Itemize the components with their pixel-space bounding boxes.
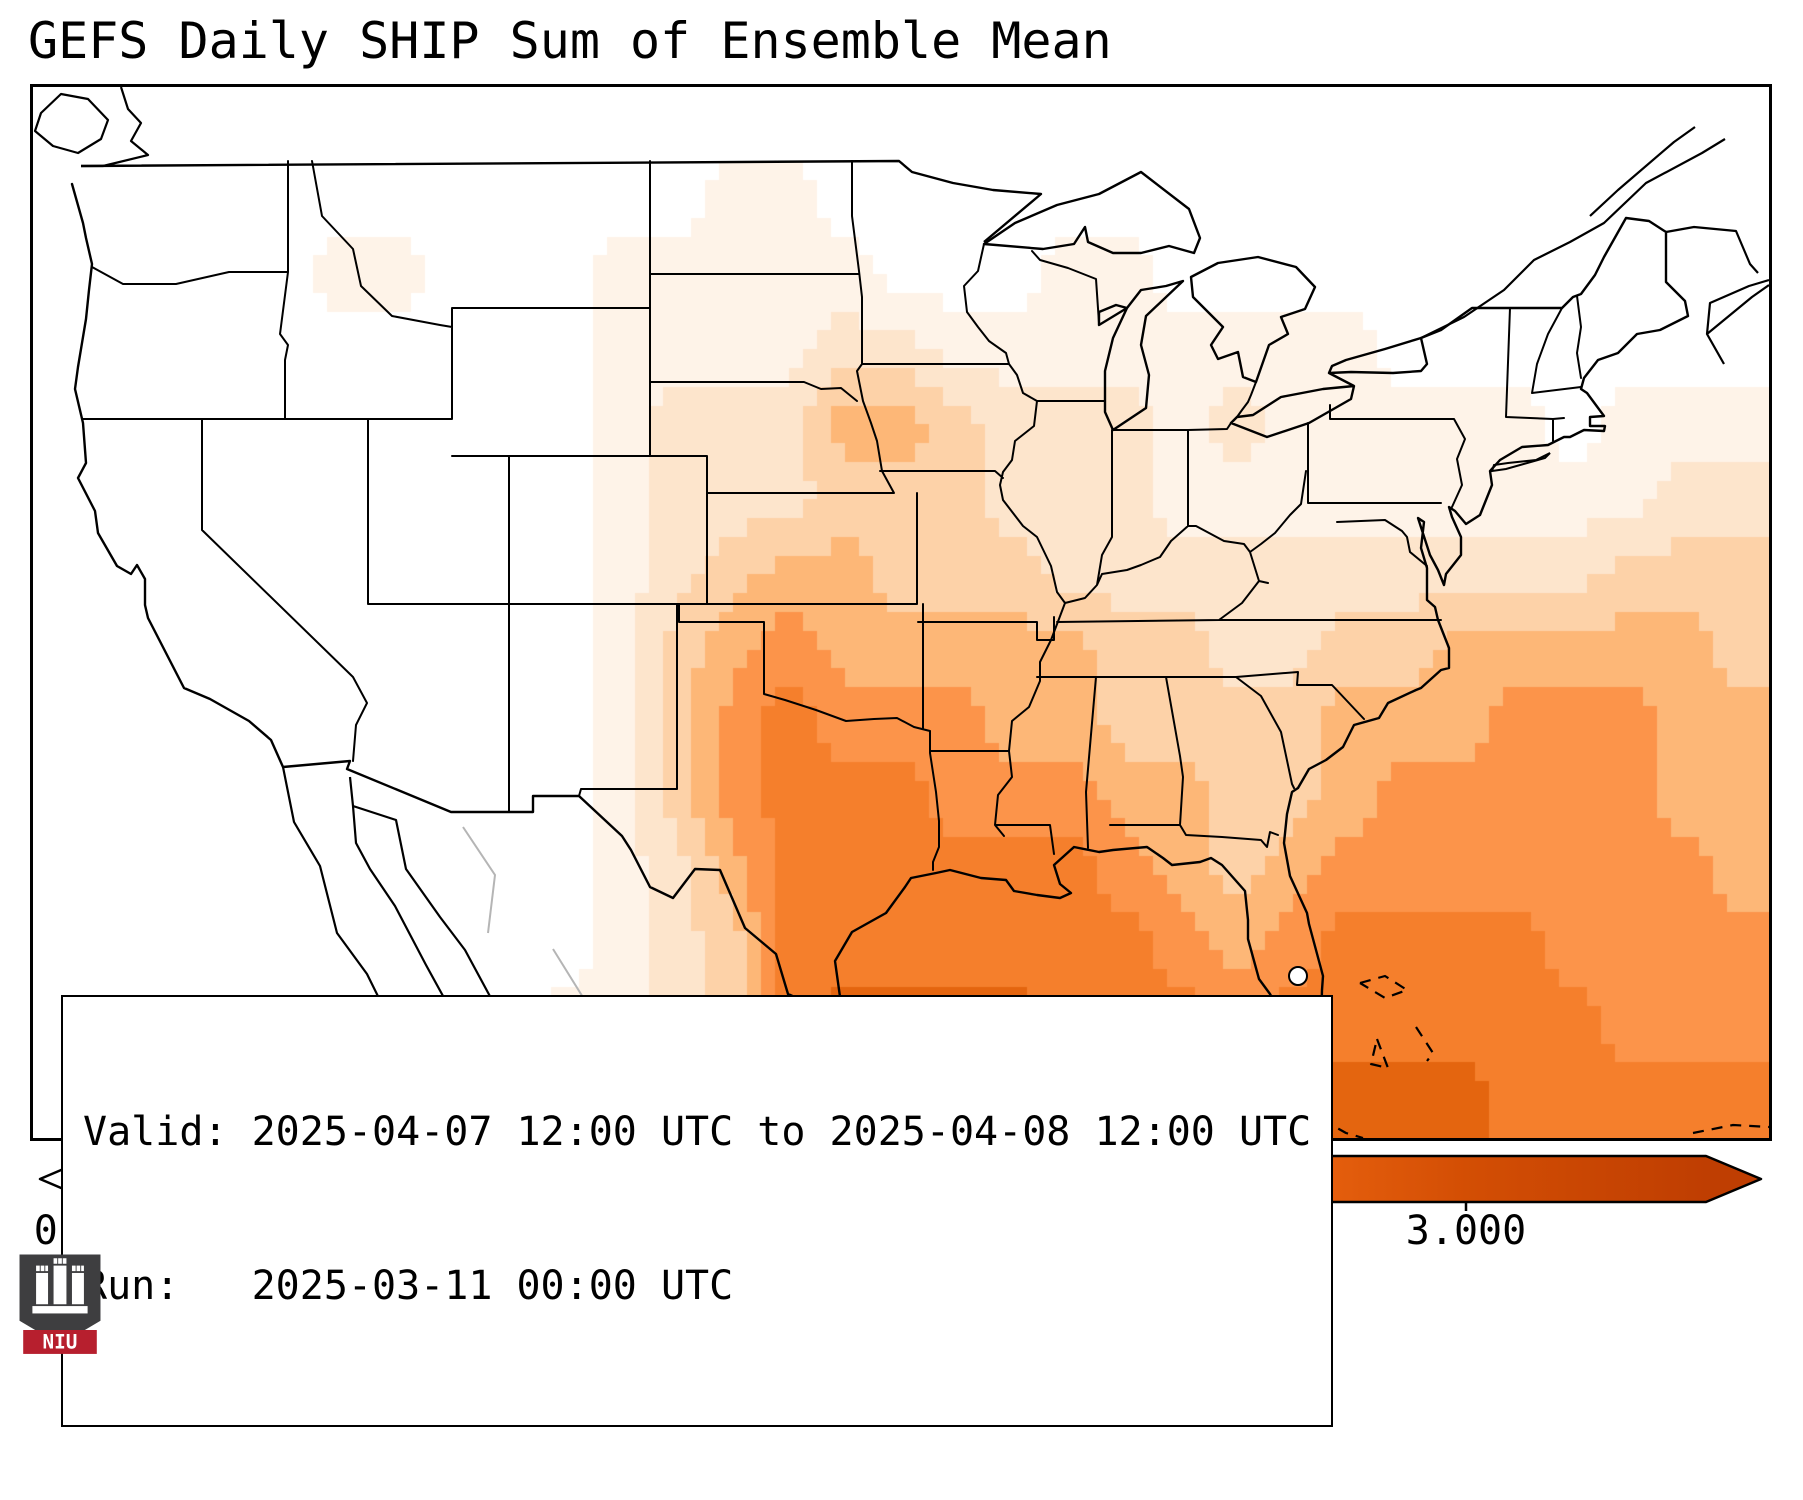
colorbar-tick-label: 3.000: [1405, 1208, 1527, 1254]
valid-run-box: Valid: 2025-04-07 12:00 UTC to 2025-04-0…: [61, 995, 1334, 1427]
figure-title: GEFS Daily SHIP Sum of Ensemble Mean: [28, 12, 1112, 70]
basemap-svg: [33, 87, 1769, 1138]
valid-line: Valid: 2025-04-07 12:00 UTC to 2025-04-0…: [83, 1109, 1312, 1156]
us-coastline: [70, 182, 1690, 1041]
niu-logo: NIU: [14, 1252, 106, 1362]
long-island: [1490, 452, 1551, 473]
castle-icon: [32, 1258, 88, 1314]
lake-okeechobee: [1288, 966, 1308, 986]
run-line: Run: 2025-03-11 00:00 UTC: [83, 1262, 734, 1309]
islands-dashed: [1210, 974, 1769, 1138]
niu-banner: [23, 1330, 97, 1354]
state-borders: [82, 160, 1582, 871]
map-panel: Valid: 2025-04-07 12:00 UTC to 2025-04-0…: [30, 84, 1772, 1427]
great-lakes: [982, 170, 1429, 439]
niu-logo-svg: NIU: [19, 1254, 101, 1354]
canada-east-coast: [1420, 126, 1769, 365]
canada-border: [80, 159, 1043, 243]
vancouver-island: [33, 92, 110, 155]
bc-coast: [81, 87, 150, 168]
heatmap-canvas: [33, 87, 1769, 1138]
niu-banner-text: NIU: [43, 1330, 78, 1353]
